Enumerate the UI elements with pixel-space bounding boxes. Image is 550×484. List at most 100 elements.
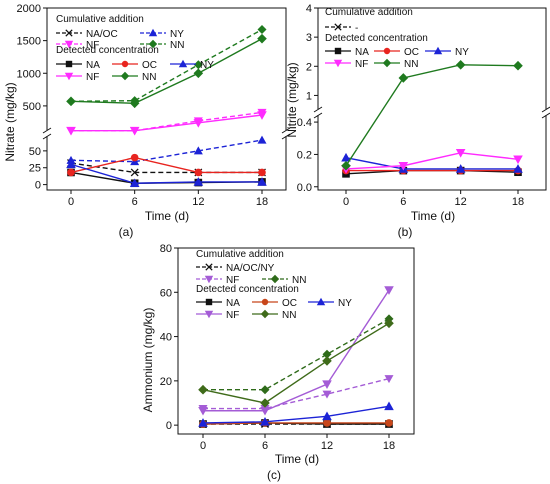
data-point <box>513 155 523 165</box>
series-detected-nf <box>66 111 267 136</box>
data-point <box>193 119 204 128</box>
data-point <box>341 152 351 162</box>
data-point <box>455 149 466 158</box>
x-tick-label: 0 <box>343 196 349 208</box>
legend-marker <box>65 60 73 68</box>
panel-a: 0 6 12 18 0 25 50 500 1000 1500 2000 Nitrate (mg/k… <box>3 3 291 239</box>
y-tick-label: 0.0 <box>297 182 312 194</box>
series-line <box>203 289 390 412</box>
series-line <box>203 377 390 410</box>
data-point <box>129 178 140 188</box>
legend-label: - <box>355 23 358 34</box>
series-line <box>345 156 518 170</box>
legend-item: NA/OC/NY <box>196 263 275 274</box>
y-tick-label: 4 <box>306 3 312 15</box>
x-tick-label: 0 <box>200 440 206 452</box>
legend-label: NY <box>200 60 214 71</box>
legend-item: NF <box>196 275 239 286</box>
legend-marker <box>205 263 213 271</box>
legend-marker <box>121 60 129 68</box>
legend-label: NN <box>292 275 306 286</box>
series-detected-nf <box>341 149 523 174</box>
legend-item: NA <box>325 47 369 58</box>
data-point <box>129 126 140 136</box>
data-point <box>398 73 409 83</box>
legend-marker <box>65 29 73 37</box>
legend-marker <box>148 28 158 37</box>
legend-marker <box>64 72 74 81</box>
legend-item: OC <box>112 60 157 71</box>
x-tick-label: 0 <box>68 196 74 208</box>
y-tick-label: 1 <box>306 90 312 102</box>
axis-break-mark <box>42 127 291 140</box>
x-tick-label: 12 <box>321 440 333 452</box>
data-point <box>257 177 267 186</box>
legend-item: NA/OC <box>56 29 118 40</box>
series-cumulative-na-oc <box>67 159 266 177</box>
panel-a-xlabel: Time (d) <box>145 209 189 223</box>
data-point <box>257 25 267 35</box>
legend-marker <box>334 47 342 55</box>
data-point <box>198 384 208 395</box>
series-cumulative-nf <box>198 375 394 414</box>
legend-label: NN <box>170 40 184 51</box>
legend-label: NN <box>404 59 418 70</box>
data-point <box>513 60 523 71</box>
data-point <box>398 161 409 171</box>
legend-item: NN <box>252 309 296 321</box>
legend-label: NA/OC <box>86 29 118 40</box>
data-point <box>385 419 393 427</box>
data-point <box>384 375 394 384</box>
legend-label: NF <box>86 72 99 83</box>
x-tick-label: 12 <box>455 196 467 208</box>
y-tick-label: 0 <box>35 180 41 192</box>
legend-marker <box>260 309 270 319</box>
legend-label: NY <box>338 298 352 309</box>
series-line <box>202 405 390 424</box>
legend-label: NA <box>86 60 100 71</box>
panel-c-caption: (c) <box>267 468 281 482</box>
data-point <box>193 68 204 79</box>
panel-a-ylabel: Nitrate (mg/kg) <box>3 82 17 161</box>
legend-item: NY <box>425 46 469 58</box>
data-point <box>66 96 76 107</box>
series-line <box>345 64 519 167</box>
x-tick-label: 6 <box>132 196 138 208</box>
legend-label: NA <box>226 298 240 309</box>
x-tick-label: 6 <box>400 196 406 208</box>
data-point <box>193 146 203 155</box>
data-point <box>129 98 140 109</box>
data-point <box>130 168 139 177</box>
panel-c: 0 6 12 18 0 20 40 60 80 Ammonium (mg/kg) Time (d… <box>141 243 415 482</box>
y-tick-label: 60 <box>160 287 172 299</box>
legend-marker <box>433 46 443 55</box>
legend-item: OC <box>252 298 297 309</box>
series-detected-nn <box>198 318 394 408</box>
legend-item: NF <box>56 40 99 51</box>
legend-item: NY <box>308 297 352 309</box>
data-point <box>67 168 75 177</box>
legend-item: NA <box>56 60 100 71</box>
legend-marker <box>204 275 214 284</box>
legend-label: NY <box>455 47 469 58</box>
y-tick-label: 25 <box>29 163 41 175</box>
legend-label: OC <box>142 60 157 71</box>
legend-label: NF <box>86 40 99 51</box>
legend-title-cumulative: Cumulative addition <box>56 14 144 25</box>
y-tick-label: 80 <box>160 243 172 255</box>
plot-frame <box>177 247 415 435</box>
data-point <box>341 160 351 171</box>
y-tick-label: 50 <box>29 146 41 158</box>
series-line <box>202 322 390 404</box>
data-point <box>66 159 76 169</box>
legend-label: NF <box>226 310 239 321</box>
legend-item: NN <box>112 71 156 83</box>
data-point <box>384 401 394 411</box>
legend-title-detected: Detected concentration <box>56 45 159 56</box>
legend-marker <box>261 298 269 306</box>
legend-marker <box>120 71 130 81</box>
panel-b-xlabel: Time (d) <box>411 209 455 223</box>
panel-c-ylabel: Ammonium (mg/kg) <box>141 308 155 413</box>
legend-marker <box>204 310 214 319</box>
